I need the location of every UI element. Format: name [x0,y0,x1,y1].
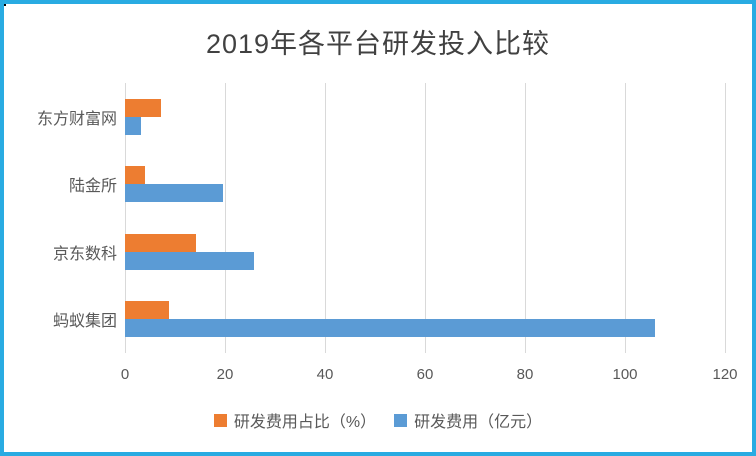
gridline-x-40 [325,83,326,353]
bar-group-3 [125,286,725,354]
gridline-x-0 [125,83,126,353]
tick-label-20: 20 [216,366,234,383]
category-label-1: 陆金所 [68,178,117,196]
gridline-x-20 [225,83,226,353]
category-axis: 东方财富网陆金所京东数科蚂蚁集团 [4,83,117,353]
tick-label-60: 60 [416,366,434,383]
gridline-x-60 [425,83,426,353]
legend-item-0: 研发费用占比（%） [213,408,377,432]
bar-series-0-cat-0 [125,98,161,117]
legend: 研发费用占比（%） 研发费用（亿元） [4,408,752,432]
legend-swatch-icon [394,413,408,427]
legend-swatch-icon [213,413,227,427]
tick-label-120: 120 [712,366,738,383]
tick-label-40: 40 [316,366,334,383]
gridline-x-120 [725,83,726,353]
bar-series-1-cat-3 [125,319,655,338]
bar-series-1-cat-1 [125,184,223,203]
value-axis: 0 20 40 60 80 100 120 [121,366,738,386]
bar-group-2 [125,218,725,286]
tick-label-100: 100 [612,366,638,383]
bar-series-0-cat-2 [125,233,196,252]
bar-series-0-cat-3 [125,301,169,320]
bar-group-1 [125,151,725,219]
bar-series-0-cat-1 [125,166,145,185]
tick-label-0: 0 [120,366,130,383]
chart-title: 2019年各平台研发投入比较 [205,29,551,59]
tick-label-80: 80 [516,366,534,383]
category-label-2: 京东数科 [52,245,117,263]
legend-label: 研发费用占比（%） [233,414,377,431]
plot-area [125,83,726,354]
gridline-x-100 [625,83,626,353]
bar-series-1-cat-2 [125,251,254,270]
bar-series-1-cat-0 [125,116,141,135]
gridline-x-80 [525,83,526,353]
legend-item-1: 研发费用（亿元） [394,408,542,432]
category-label-3: 蚂蚁集团 [52,313,117,331]
category-label-0: 东方财富网 [36,110,117,128]
corner-mark [4,4,6,6]
bar-group-0 [125,83,725,151]
legend-label: 研发费用（亿元） [414,414,543,431]
